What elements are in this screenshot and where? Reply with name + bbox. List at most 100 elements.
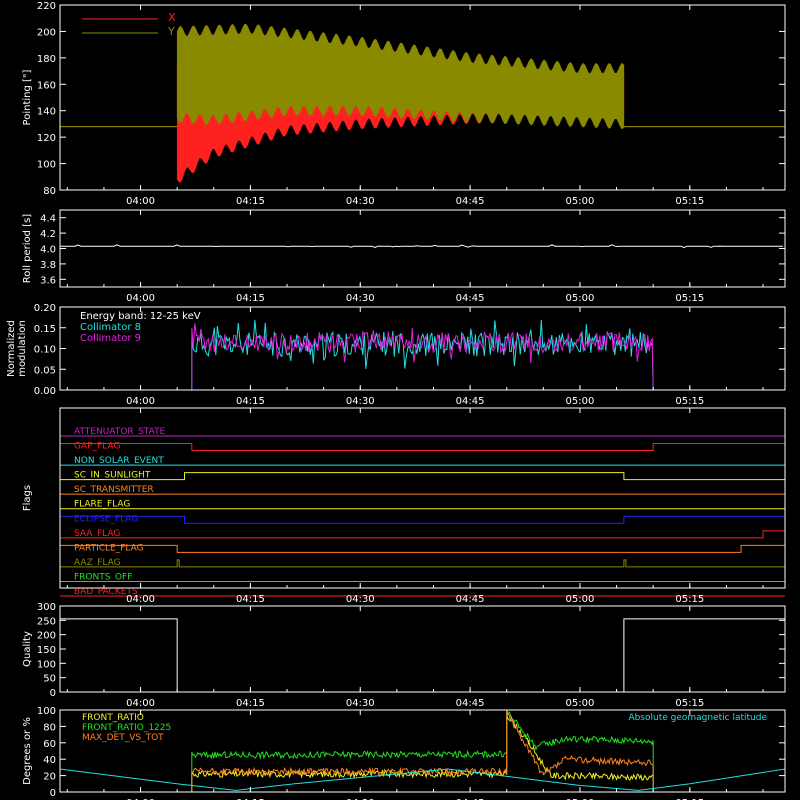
pointing-time-tick-label-2: 04:30 [346, 196, 375, 207]
flags-label-particle-flag: PARTICLE_FLAG [74, 543, 144, 553]
quality-ylabel: Quality [22, 631, 33, 667]
modulation-time-tick-label-5: 05:15 [675, 396, 704, 407]
quality-time-tick-label-3: 04:45 [456, 698, 485, 709]
modulation-ylabel-line: Normalized [6, 320, 17, 377]
ratios-frame [59, 709, 786, 793]
flags-time-tick-label-1: 04:15 [236, 594, 265, 605]
modulation-ytick-label-1: 0.05 [34, 365, 56, 376]
modulation-ylabel: Normalizedmodulation [6, 320, 28, 377]
roll-ytick-label-1: 3.8 [40, 260, 56, 271]
quality-ytick-label-0: 0 [50, 688, 56, 699]
pointing-ylabel: Pointing ["] [22, 69, 33, 125]
flags-label-fronts-off: FRONTS_OFF [74, 572, 132, 582]
quality-ytick-label-1: 50 [43, 674, 56, 685]
quality-panel: 04:00 04:15 04:30 04:45 05:00 05:15 0 50 100 150 2… [22, 602, 786, 709]
ratios-time-tick-label-2: 04:30 [346, 798, 375, 800]
roll-time-tick-label-0: 04:00 [126, 293, 155, 304]
quality-time-tick-label-0: 04:00 [126, 698, 155, 709]
roll-panel: 04:00 04:15 04:30 04:45 05:00 05:15 3.6 3.8 4.0 4… [22, 209, 786, 304]
roll-ytick-label-3: 4.2 [40, 229, 56, 240]
roll-time-tick-label-4: 05:00 [566, 293, 595, 304]
pointing-ytick-label-3: 140 [37, 107, 56, 118]
quality-time-tick-label-5: 05:15 [675, 698, 704, 709]
flags-label-sc-in-sunlight: SC_IN_SUNLIGHT [74, 471, 151, 481]
roll-time-tick-label-3: 04:45 [456, 293, 485, 304]
ratios-series-absolute-geomagnetic-latitude [59, 768, 786, 791]
quality-time-tick-label-4: 05:00 [566, 698, 595, 709]
quality-ytick-label-4: 200 [37, 631, 56, 642]
pointing-series-Y-band [176, 23, 625, 130]
pointing-ytick-label-7: 220 [37, 1, 56, 12]
modulation-ytick-label-0: 0.00 [34, 386, 56, 397]
pointing-ytick-label-0: 80 [43, 186, 56, 197]
modulation-legend-label-2: Collimator 9 [80, 333, 141, 344]
roll-ytick-label-0: 3.6 [40, 275, 56, 286]
ratios-time-tick-label-3: 04:45 [456, 798, 485, 800]
flags-trace-aaz-flag [60, 559, 785, 568]
ratios-ytick-label-1: 20 [43, 772, 56, 783]
roll-time-tick-label-1: 04:15 [236, 293, 265, 304]
flags-label-aaz-flag: AAZ_FLAG [74, 558, 121, 568]
ratios-ytick-label-4: 80 [43, 722, 56, 733]
pointing-ytick-label-6: 200 [37, 27, 56, 38]
ratios-series-max-det-vs-tot [60, 709, 785, 793]
ratios-legend-label-1: FRONT_RATIO_1225 [82, 723, 171, 733]
ratios-time-tick-label-0: 04:00 [126, 798, 155, 800]
flags-label-non-solar-event: NON_SOLAR_EVENT [74, 456, 164, 466]
ratios-series-front-ratio-1225 [60, 710, 785, 793]
pointing-legend-label-Y: Y [167, 25, 175, 38]
ratios-legend-label-2: MAX_DET_VS_TOT [82, 733, 164, 743]
flags-label-eclipse-flag: ECLIPSE_FLAG [74, 514, 138, 524]
modulation-time-tick-label-0: 04:00 [126, 396, 155, 407]
pointing-ytick-label-4: 160 [37, 80, 56, 91]
ratios-ytick-label-3: 60 [43, 739, 56, 750]
flags-label-saa-flag: SAA_FLAG [74, 529, 120, 539]
roll-time-tick-label-5: 05:15 [675, 293, 704, 304]
flags-label-saa-flag-x: GAP_FLAG [74, 442, 120, 452]
pointing-ytick-label-5: 180 [37, 54, 56, 65]
flags-trace-sc-in-sunlight [60, 472, 785, 481]
modulation-time-tick-label-1: 04:15 [236, 396, 265, 407]
pointing-time-tick-label-0: 04:00 [126, 196, 155, 207]
modulation-panel: 04:00 04:15 04:30 04:45 05:00 05:15 0.00 0.05 0.… [6, 303, 786, 407]
ratios-ytick-label-0: 0 [50, 788, 56, 799]
pointing-panel: 04:00 04:15 04:30 04:45 05:00 05:15 80 100 120 14… [22, 1, 786, 207]
modulation-time-tick-label-3: 04:45 [456, 396, 485, 407]
flags-label-flare-flag: FLARE_FLAG [74, 500, 130, 510]
quality-time-tick-label-2: 04:30 [346, 698, 375, 709]
quality-ytick-label-2: 100 [37, 659, 56, 670]
ratios-ytick-label-2: 40 [43, 755, 56, 766]
ratios-time-tick-label-4: 05:00 [566, 798, 595, 800]
flags-frame [59, 407, 786, 589]
flags-label-attenuator-state: ATTENUATOR_STATE [74, 427, 166, 437]
pointing-legend-label-X: X [168, 11, 176, 24]
quality-ytick-label-6: 300 [37, 602, 56, 613]
flags-label-sc-transmitter: SC_TRANSMITTER [74, 485, 154, 495]
roll-series-line [60, 244, 783, 249]
ratios-time-tick-label-1: 04:15 [236, 798, 265, 800]
pointing-ytick-label-1: 100 [37, 160, 56, 171]
roll-ytick-label-4: 4.4 [40, 214, 56, 225]
flags-time-tick-label-4: 05:00 [566, 594, 595, 605]
ratios-time-tick-label-5: 05:15 [675, 798, 704, 800]
panels: 04:00 04:15 04:30 04:45 05:00 05:15 80 100 120 14… [6, 1, 786, 800]
pointing-frame [59, 4, 786, 191]
flags-panel: ATTENUATOR_STATE GAP_FLAG NON_SOLAR_EVENT S… [22, 407, 786, 605]
flags-time-tick-label-2: 04:30 [346, 594, 375, 605]
modulation-legend-label-0: Energy band: 12-25 keV [80, 311, 201, 322]
modulation-ytick-label-2: 0.10 [34, 345, 56, 356]
pointing-time-tick-label-3: 04:45 [456, 196, 485, 207]
pointing-time-tick-label-4: 05:00 [566, 196, 595, 207]
flags-ylabel: Flags [22, 485, 33, 511]
pointing-time-tick-label-5: 05:15 [675, 196, 704, 207]
quality-ytick-label-3: 150 [37, 645, 56, 656]
ratios-ylabel: Degrees or % [22, 717, 33, 785]
flags-time-tick-label-0: 04:00 [126, 594, 155, 605]
modulation-legend-label-1: Collimator 8 [80, 322, 141, 333]
ratios-annotation-geomagnetic-latitude: Absolute geomagnetic latitude [628, 713, 767, 723]
quality-ytick-label-5: 250 [37, 616, 56, 627]
ratios-legend-label-0: FRONT_RATIO [82, 713, 144, 723]
roll-ytick-label-2: 4.0 [40, 245, 56, 256]
flags-label-bad-packets: BAD_PACKETS [74, 587, 138, 597]
